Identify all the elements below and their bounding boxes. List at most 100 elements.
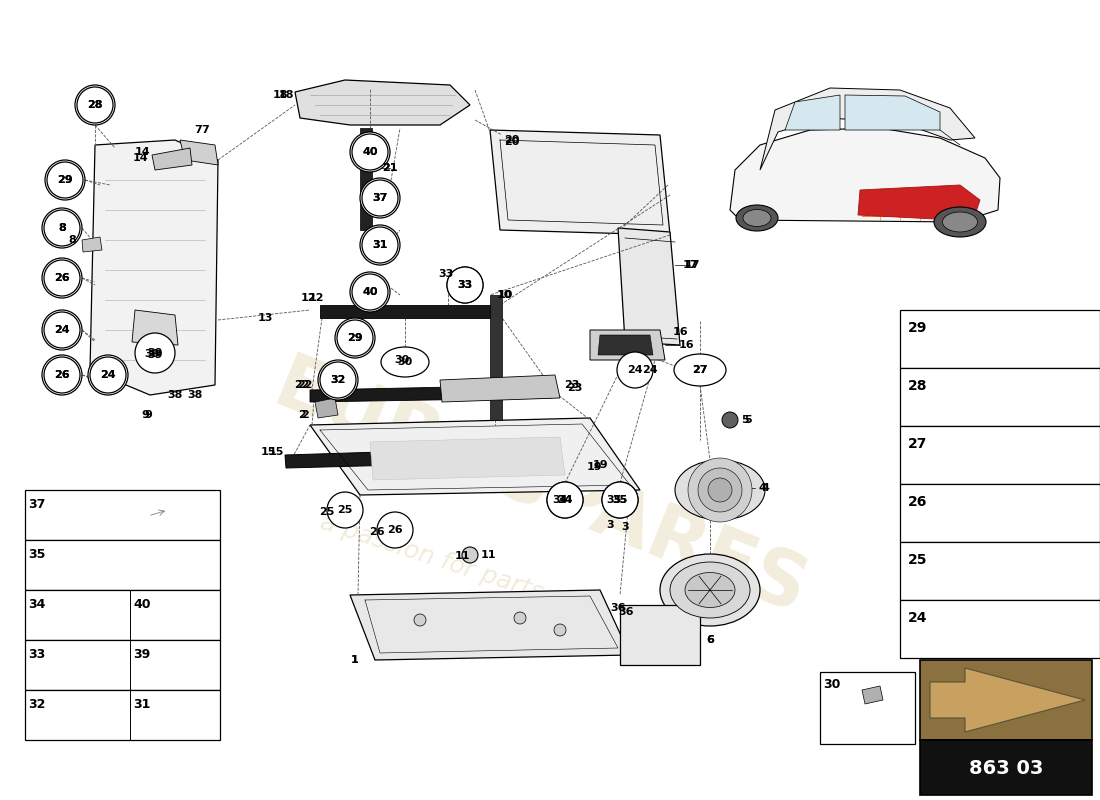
- Text: 3: 3: [621, 522, 629, 532]
- Circle shape: [75, 85, 116, 125]
- Circle shape: [318, 360, 358, 400]
- Text: 19: 19: [592, 460, 608, 470]
- Polygon shape: [90, 140, 218, 395]
- Ellipse shape: [381, 347, 429, 377]
- Polygon shape: [315, 398, 338, 418]
- Text: 29: 29: [348, 333, 363, 343]
- Circle shape: [602, 482, 638, 518]
- Text: 863 03: 863 03: [969, 759, 1043, 778]
- Circle shape: [360, 178, 400, 218]
- Ellipse shape: [685, 573, 735, 607]
- Polygon shape: [490, 130, 670, 235]
- Text: 20: 20: [504, 135, 519, 145]
- Text: 30: 30: [397, 357, 412, 367]
- Text: 3: 3: [606, 520, 614, 530]
- Polygon shape: [310, 418, 640, 495]
- Text: 8: 8: [58, 223, 66, 233]
- Text: 32: 32: [330, 375, 345, 385]
- Text: 31: 31: [133, 698, 151, 710]
- Text: 7: 7: [194, 125, 202, 135]
- Circle shape: [554, 624, 566, 636]
- Circle shape: [708, 478, 732, 502]
- Text: 39: 39: [144, 349, 159, 359]
- Text: 5: 5: [745, 415, 751, 425]
- Text: 27: 27: [692, 365, 707, 375]
- Polygon shape: [598, 335, 653, 355]
- Bar: [900, 542, 1100, 600]
- Text: 35: 35: [613, 495, 628, 505]
- Text: 30: 30: [395, 355, 409, 365]
- Text: 6: 6: [706, 635, 714, 645]
- Text: 24: 24: [627, 365, 642, 375]
- Circle shape: [414, 614, 426, 626]
- Circle shape: [77, 87, 113, 123]
- Text: 8: 8: [58, 223, 66, 233]
- Circle shape: [722, 412, 738, 428]
- Text: 17: 17: [682, 260, 697, 270]
- Circle shape: [514, 612, 526, 624]
- Circle shape: [602, 482, 638, 518]
- Polygon shape: [785, 95, 840, 130]
- Text: 40: 40: [362, 147, 377, 157]
- Text: 31: 31: [372, 240, 387, 250]
- Text: 6: 6: [706, 635, 714, 645]
- Text: 22: 22: [297, 380, 312, 390]
- Text: 12: 12: [308, 293, 323, 303]
- Text: 39: 39: [133, 647, 151, 661]
- Text: 24: 24: [54, 325, 69, 335]
- Circle shape: [447, 267, 483, 303]
- Polygon shape: [858, 185, 980, 220]
- Polygon shape: [862, 686, 883, 704]
- Text: 11: 11: [454, 551, 470, 561]
- Text: 27: 27: [692, 365, 707, 375]
- Text: 35: 35: [29, 547, 46, 561]
- Text: 39: 39: [147, 348, 163, 358]
- Text: 26: 26: [387, 525, 403, 535]
- Circle shape: [42, 258, 82, 298]
- Text: 38: 38: [187, 390, 202, 400]
- Text: 33: 33: [458, 280, 473, 290]
- Polygon shape: [370, 437, 565, 480]
- Polygon shape: [590, 330, 666, 360]
- Circle shape: [88, 355, 128, 395]
- Text: 30: 30: [823, 678, 840, 690]
- Text: 23: 23: [564, 380, 580, 390]
- Circle shape: [90, 357, 126, 393]
- Circle shape: [352, 134, 388, 170]
- Bar: [25, 640, 220, 690]
- Bar: [820, 672, 915, 744]
- Text: 32: 32: [29, 698, 46, 710]
- Text: 33: 33: [29, 647, 45, 661]
- Text: 39: 39: [147, 350, 163, 360]
- Circle shape: [327, 492, 363, 528]
- Text: 9: 9: [141, 410, 149, 420]
- Bar: [920, 740, 1092, 795]
- Text: 18: 18: [273, 90, 288, 100]
- Polygon shape: [285, 448, 512, 468]
- Bar: [25, 490, 220, 540]
- Text: 25: 25: [909, 553, 927, 567]
- Circle shape: [547, 482, 583, 518]
- Text: 1: 1: [351, 655, 359, 665]
- Text: 16: 16: [679, 340, 694, 350]
- Polygon shape: [760, 88, 975, 170]
- Text: 25: 25: [319, 507, 334, 517]
- Circle shape: [462, 547, 478, 563]
- Text: 40: 40: [133, 598, 151, 610]
- Text: 10: 10: [497, 290, 513, 300]
- Text: 28: 28: [87, 100, 102, 110]
- Text: 1: 1: [351, 655, 359, 665]
- Text: 26: 26: [54, 370, 69, 380]
- Text: 7: 7: [201, 125, 209, 135]
- Ellipse shape: [736, 205, 778, 231]
- Text: 26: 26: [54, 370, 69, 380]
- Text: 32: 32: [330, 375, 345, 385]
- Circle shape: [135, 333, 175, 373]
- Polygon shape: [132, 310, 178, 345]
- Text: 16: 16: [672, 327, 688, 337]
- Text: 11: 11: [481, 550, 496, 560]
- Text: 17: 17: [684, 260, 700, 270]
- Ellipse shape: [675, 460, 764, 520]
- Ellipse shape: [660, 554, 760, 626]
- Text: 33: 33: [458, 280, 473, 290]
